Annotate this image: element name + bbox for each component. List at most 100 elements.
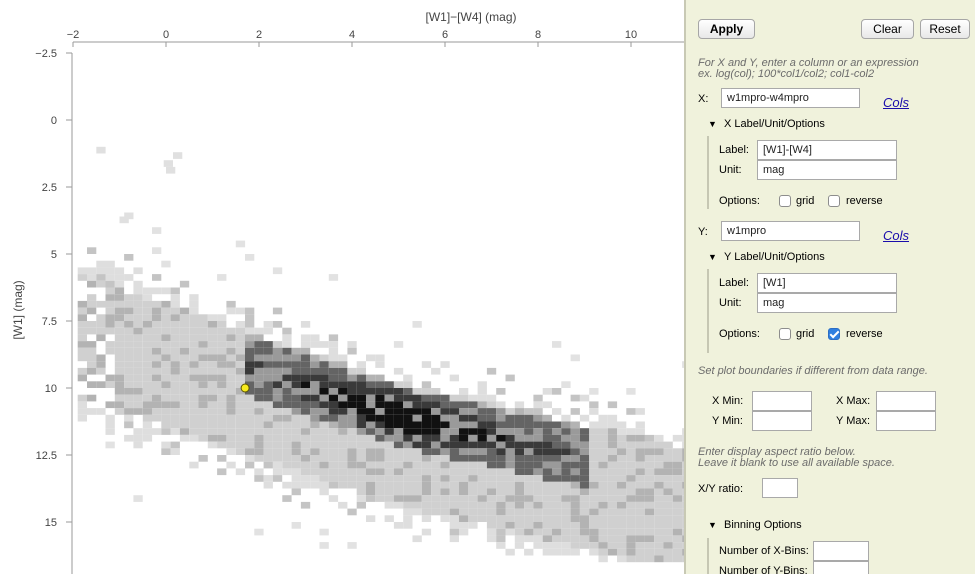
density-bin — [440, 361, 450, 368]
density-bin — [542, 528, 552, 536]
x-label-input[interactable] — [757, 140, 897, 160]
density-bin — [496, 488, 506, 496]
ymax-input[interactable] — [876, 411, 936, 431]
density-bin — [105, 321, 115, 328]
x-unit-input[interactable] — [757, 160, 897, 180]
density-bin — [459, 481, 469, 489]
density-bin — [552, 434, 562, 442]
xbins-input[interactable] — [813, 541, 869, 561]
density-bin — [161, 388, 171, 395]
density-bin — [635, 548, 645, 556]
density-bin — [207, 367, 218, 375]
density-bin — [468, 481, 478, 489]
density-bin — [552, 481, 562, 489]
density-bin — [579, 414, 590, 422]
density-bin — [347, 542, 357, 549]
ybins-input[interactable] — [813, 561, 869, 574]
density-bin — [328, 394, 339, 402]
density-bin — [384, 414, 394, 422]
density-bin — [338, 461, 348, 469]
density-bin — [189, 314, 199, 321]
density-bin — [570, 448, 580, 455]
density-bin — [459, 488, 469, 496]
density-bin — [124, 341, 134, 348]
y-label-input[interactable] — [757, 273, 897, 293]
x-reverse-checkbox[interactable] — [828, 195, 840, 207]
apply-button[interactable]: Apply — [698, 19, 755, 39]
density-bin — [114, 314, 125, 321]
y-cols-link[interactable]: Cols — [883, 228, 910, 243]
x-cols-link[interactable]: Cols — [883, 95, 910, 110]
x-grid-checkbox[interactable] — [779, 195, 791, 207]
density-bin — [375, 461, 385, 469]
plot-area[interactable]: −2 0 2 4 6 8 10 −2.5 0 2.5 5 7.5 10 12.5 15 [W1]−[W4] … — [0, 0, 684, 574]
y-unit-input[interactable] — [757, 293, 897, 313]
highlighted-point[interactable] — [240, 383, 250, 393]
binning-options-toggle[interactable]: ▼ Binning Options — [708, 518, 802, 532]
density-bin — [496, 414, 506, 422]
density-bin — [561, 488, 571, 496]
density-bin — [207, 341, 218, 348]
x-expression-input[interactable] — [721, 88, 860, 108]
density-bin — [486, 367, 497, 375]
density-bin — [300, 388, 311, 395]
density-bin — [142, 388, 153, 395]
density-bin — [533, 441, 543, 449]
density-bin — [598, 448, 608, 455]
y-reverse-checkbox[interactable] — [828, 328, 840, 340]
highlighted-point-layer[interactable] — [240, 383, 250, 393]
density-bin — [533, 515, 543, 522]
density-bin — [682, 428, 684, 435]
density-bin — [235, 434, 246, 442]
density-bin — [142, 414, 153, 422]
density-bin — [459, 434, 469, 442]
density-bin — [431, 421, 441, 429]
xy-ratio-input[interactable] — [762, 478, 798, 498]
density-bin — [644, 548, 655, 556]
xmax-input[interactable] — [876, 391, 936, 411]
density-bin — [263, 408, 273, 415]
density-bin — [124, 321, 134, 328]
density-bin — [217, 468, 227, 476]
density-bin — [589, 495, 599, 502]
density-bin — [468, 495, 478, 502]
density-bin — [77, 408, 87, 415]
reset-button[interactable]: Reset — [920, 19, 970, 39]
density-bin — [440, 394, 450, 402]
x-options-title: X Label/Unit/Options — [724, 118, 825, 130]
density-bin — [561, 542, 571, 549]
density-bin — [170, 428, 180, 435]
density-bin — [179, 381, 190, 388]
density-bin — [282, 495, 292, 502]
density-bin — [189, 361, 199, 368]
density-bin — [114, 354, 125, 362]
clear-button[interactable]: Clear — [861, 19, 914, 39]
density-bin — [524, 408, 534, 415]
density-bin — [579, 522, 590, 529]
density-bin — [589, 501, 599, 509]
density-bin — [263, 394, 273, 402]
x-options-toggle[interactable]: ▼ X Label/Unit/Options — [708, 117, 825, 131]
density-bin — [133, 334, 143, 342]
density-bin — [449, 522, 459, 529]
density-bin — [291, 441, 301, 449]
density-bin — [421, 481, 432, 489]
density-bin — [421, 475, 432, 482]
density-bin — [431, 394, 441, 402]
density-bin — [570, 495, 580, 502]
density-bin — [403, 515, 413, 522]
density-bin — [226, 300, 236, 308]
density-bin — [589, 528, 599, 536]
density-bin — [105, 267, 115, 275]
y-expression-input[interactable] — [721, 221, 860, 241]
density-bin — [459, 448, 469, 455]
density-bin — [96, 260, 106, 268]
y-options-toggle[interactable]: ▼ Y Label/Unit/Options — [708, 250, 825, 264]
density-bin — [105, 280, 115, 288]
xmin-input[interactable] — [752, 391, 812, 411]
density-bin — [412, 428, 422, 435]
ymin-input[interactable] — [752, 411, 812, 431]
y-grid-checkbox[interactable] — [779, 328, 791, 340]
density-bin — [207, 381, 218, 388]
